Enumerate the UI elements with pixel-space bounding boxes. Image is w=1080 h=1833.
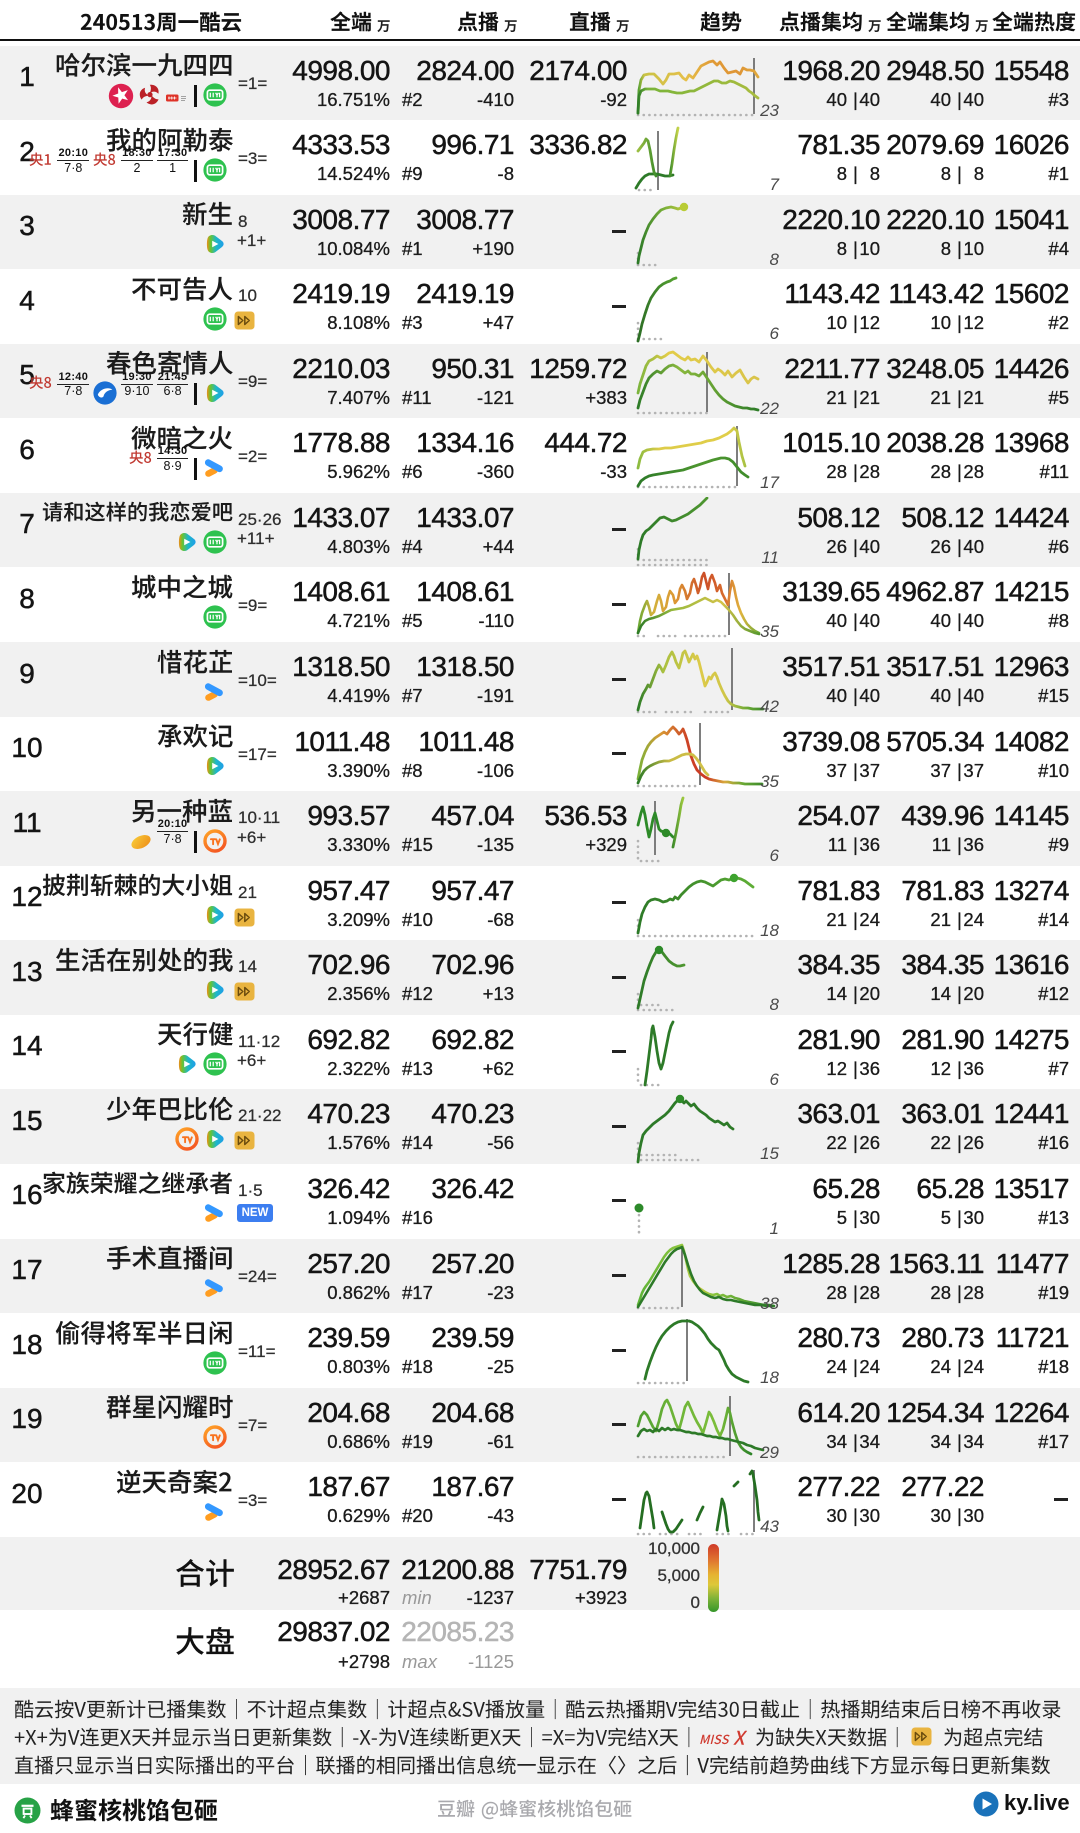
svg-text:8: 8 xyxy=(770,995,780,1014)
svg-text:17: 17 xyxy=(760,473,779,492)
svg-text:6: 6 xyxy=(770,846,780,865)
svg-text:11: 11 xyxy=(761,548,779,567)
svg-text:6: 6 xyxy=(770,324,780,343)
svg-text:43: 43 xyxy=(760,1517,779,1536)
svg-text:23: 23 xyxy=(759,101,779,120)
svg-text:6: 6 xyxy=(770,1070,780,1089)
svg-text:29: 29 xyxy=(759,1443,779,1462)
svg-text:7: 7 xyxy=(770,175,780,194)
svg-text:22: 22 xyxy=(759,399,779,418)
svg-text:18: 18 xyxy=(760,1368,779,1387)
svg-text:42: 42 xyxy=(760,697,779,716)
svg-text:35: 35 xyxy=(760,622,779,641)
svg-text:38: 38 xyxy=(760,1294,779,1313)
svg-text:1: 1 xyxy=(770,1219,779,1238)
svg-text:15: 15 xyxy=(760,1144,779,1163)
svg-text:8: 8 xyxy=(770,250,780,269)
svg-text:18: 18 xyxy=(760,921,779,940)
svg-text:35: 35 xyxy=(760,772,779,791)
